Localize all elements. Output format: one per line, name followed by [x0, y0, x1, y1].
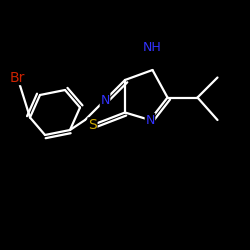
- Text: NH: NH: [143, 41, 162, 54]
- Text: N: N: [145, 114, 155, 126]
- Text: S: S: [88, 118, 97, 132]
- Text: N: N: [100, 94, 110, 106]
- Text: Br: Br: [10, 70, 25, 85]
